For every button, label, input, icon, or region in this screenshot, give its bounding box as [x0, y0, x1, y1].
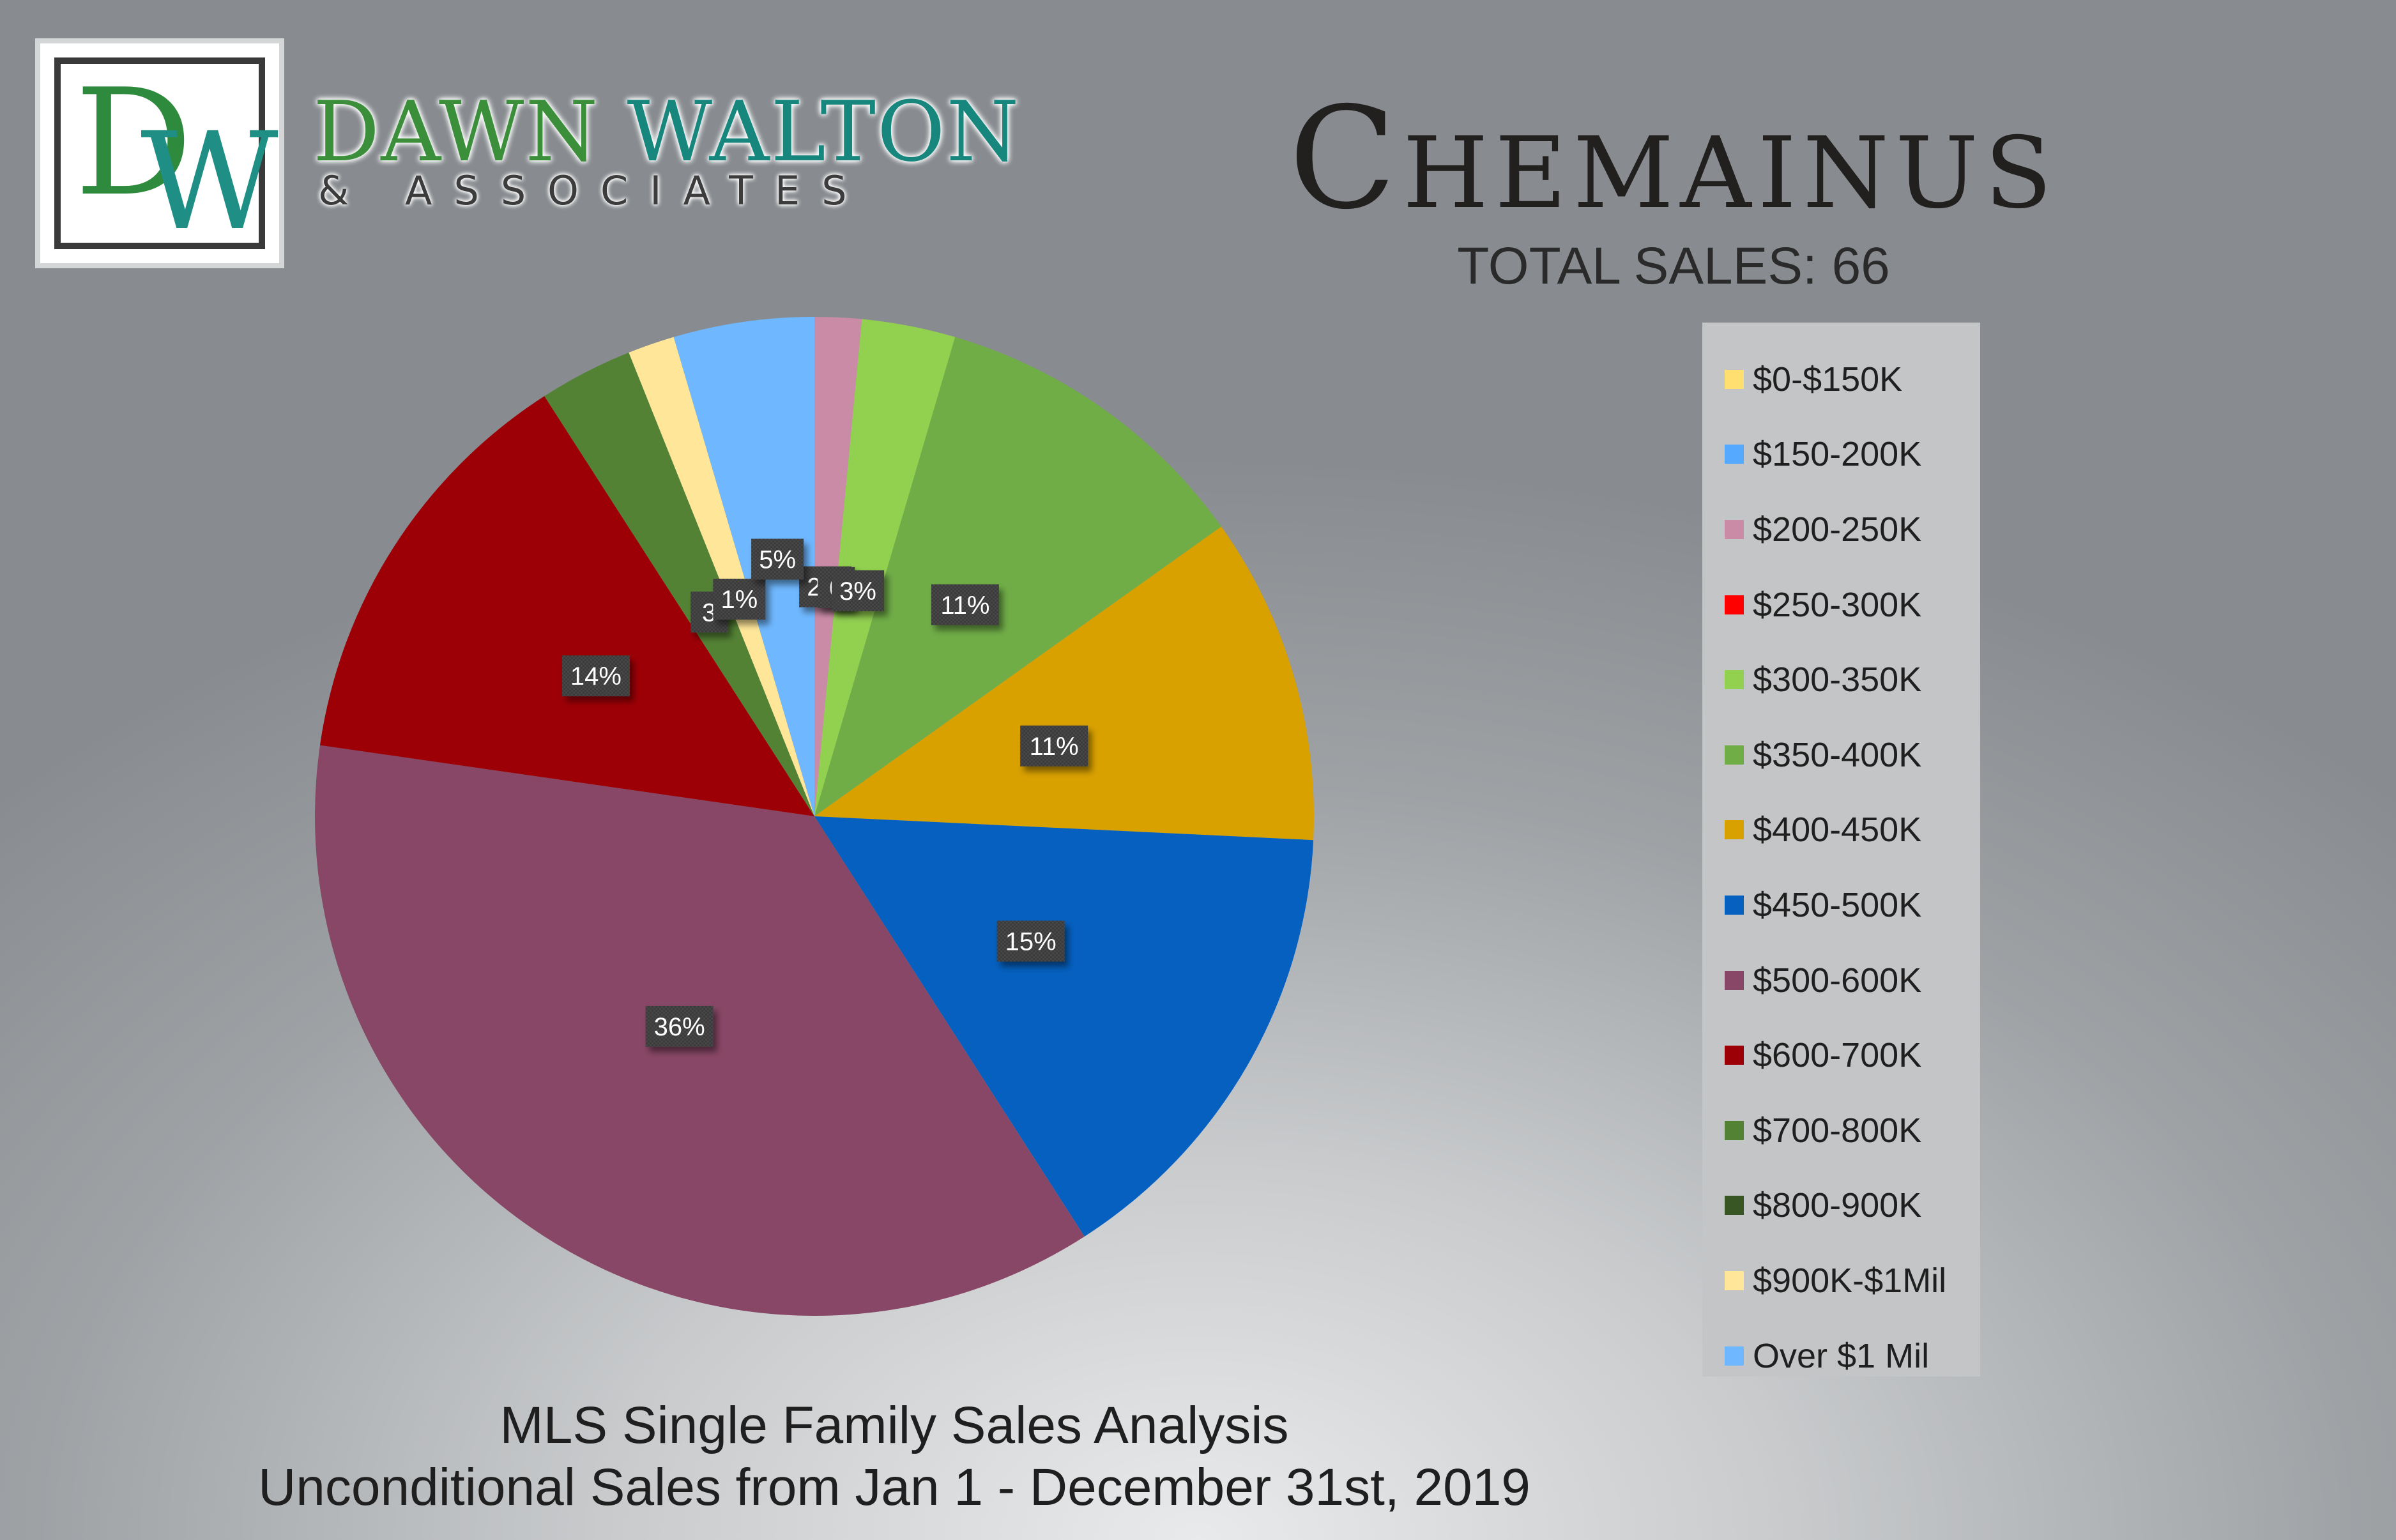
data-label-text: 11%: [1030, 733, 1079, 761]
data-label-box: [645, 1005, 713, 1047]
legend-swatch: [1725, 1270, 1744, 1290]
legend-item-150-200k: $150-200K: [1702, 417, 1980, 492]
data-label-text: 11%: [940, 591, 989, 620]
legend-label: $500-600K: [1753, 961, 1922, 1000]
legend-swatch: [1725, 1120, 1744, 1140]
pie-slice-700-800k: [544, 353, 814, 816]
chart-legend: $0-$150K $150-200K $200-250K $250-300K $300-…: [1702, 323, 1980, 1376]
legend-swatch: [1725, 820, 1744, 840]
legend-label: Over $1 Mil: [1753, 1336, 1930, 1375]
pie-slice-over-1-mil: [673, 317, 814, 816]
data-label-text: 3: [702, 598, 716, 627]
legend-item-900k-1mil: $900K-$1Mil: [1702, 1243, 1980, 1318]
legend-label: $350-400K: [1753, 735, 1922, 774]
legend-item-700-800k: $700-800K: [1702, 1093, 1980, 1168]
pie-slice-900k-1mil: [629, 337, 814, 816]
legend-label: $700-800K: [1753, 1111, 1922, 1150]
legend-swatch: [1725, 670, 1744, 690]
pie-data-labels: 2%03%11%11%15%36%14%31%5%: [561, 538, 1088, 1047]
data-label-600-700k: 14%: [561, 655, 630, 697]
data-label-400-450k: 11%: [1020, 725, 1088, 766]
legend-item-200-250k: $200-250K: [1702, 492, 1980, 567]
data-label-text: 15%: [1005, 928, 1057, 956]
legend-item-500-600k: $500-600K: [1702, 943, 1980, 1018]
data-label-over-1-mil: 5%: [751, 538, 804, 580]
pie-slice-450-500k: [814, 816, 1314, 1237]
pie-slice-400-450k: [814, 526, 1314, 841]
page-title: Chemainus: [1288, 77, 2059, 240]
logo-letter-d: D: [75, 58, 193, 229]
legend-item-450-500k: $450-500K: [1702, 867, 1980, 943]
legend-label: $200-250K: [1753, 510, 1922, 549]
legend-swatch: [1725, 895, 1744, 915]
legend-item-400-450k: $400-450K: [1702, 793, 1980, 868]
legend-swatch: [1725, 445, 1744, 464]
data-label-500-600k: 36%: [645, 1005, 713, 1047]
brand-name: DAWN WALTON: [313, 83, 1020, 180]
legend-label: $450-500K: [1753, 885, 1922, 924]
legend-label: $0-$150K: [1753, 360, 1903, 399]
legend-swatch: [1725, 519, 1744, 539]
footer-line-1: MLS Single Family Sales Analysis: [500, 1396, 1289, 1454]
pie-slices: [314, 317, 1314, 1316]
legend-label: $800-900K: [1753, 1186, 1922, 1225]
pie-slice-600-700k: [319, 396, 815, 816]
legend-label: $250-300K: [1753, 585, 1922, 624]
total-sales: TOTAL SALES: 66: [1457, 237, 1890, 295]
legend-label: $400-450K: [1753, 811, 1922, 850]
legend-swatch: [1725, 1196, 1744, 1216]
brand-name-last: WALTON: [627, 83, 1021, 180]
pie-slice-350-400k: [814, 337, 1221, 816]
legend-swatch: [1725, 970, 1744, 990]
data-label-box: [561, 655, 630, 697]
data-label-box: [713, 579, 766, 620]
brand-name-first: DAWN: [313, 83, 600, 180]
data-label-900k-1mil: 1%: [713, 579, 766, 620]
logo-frame: D W: [54, 57, 279, 249]
legend-swatch: [1725, 745, 1744, 765]
data-label-text: 5%: [759, 545, 796, 574]
legend-item-300-350k: $300-350K: [1702, 642, 1980, 717]
legend-label: $300-350K: [1753, 660, 1922, 699]
legend-label: $150-200K: [1753, 435, 1922, 474]
legend-item-600-700k: $600-700K: [1702, 1018, 1980, 1093]
legend-item-250-300k: $250-300K: [1702, 567, 1980, 643]
brand-logo: D W: [35, 38, 284, 268]
data-label-text: 3%: [839, 577, 876, 606]
data-label-350-400k: 11%: [931, 584, 999, 625]
legend-swatch: [1725, 1346, 1744, 1366]
data-label-text: 14%: [570, 662, 622, 690]
legend-swatch: [1725, 595, 1744, 614]
legend-item-over-1-mil: Over $1 Mil: [1702, 1318, 1980, 1394]
data-label-text: 36%: [654, 1013, 705, 1041]
legend-item-0-150k: $0-$150K: [1702, 342, 1980, 417]
pie-slice-300-350k: [814, 319, 956, 816]
legend-label: $600-700K: [1753, 1036, 1922, 1075]
data-label-box: [1020, 725, 1088, 766]
legend-item-800-900k: $800-900K: [1702, 1168, 1980, 1244]
legend-swatch: [1725, 1046, 1744, 1065]
legend-item-350-400k: $350-400K: [1702, 717, 1980, 793]
data-label-box: [931, 584, 999, 625]
legend-swatch: [1725, 369, 1744, 389]
data-label-300-350k: 3%: [832, 570, 885, 611]
data-label-450-500k: 15%: [996, 920, 1065, 962]
brand-subtitle: & ASSOCIATES: [318, 167, 869, 214]
data-label-box: [751, 538, 804, 580]
data-label-box: [996, 920, 1065, 962]
logo-letter-w: W: [141, 103, 279, 260]
data-label-text: 1%: [721, 586, 758, 614]
footer-line-2: Unconditional Sales from Jan 1 - Decembe…: [258, 1458, 1530, 1516]
data-label-box: [832, 570, 885, 611]
legend-label: $900K-$1Mil: [1753, 1261, 1947, 1300]
